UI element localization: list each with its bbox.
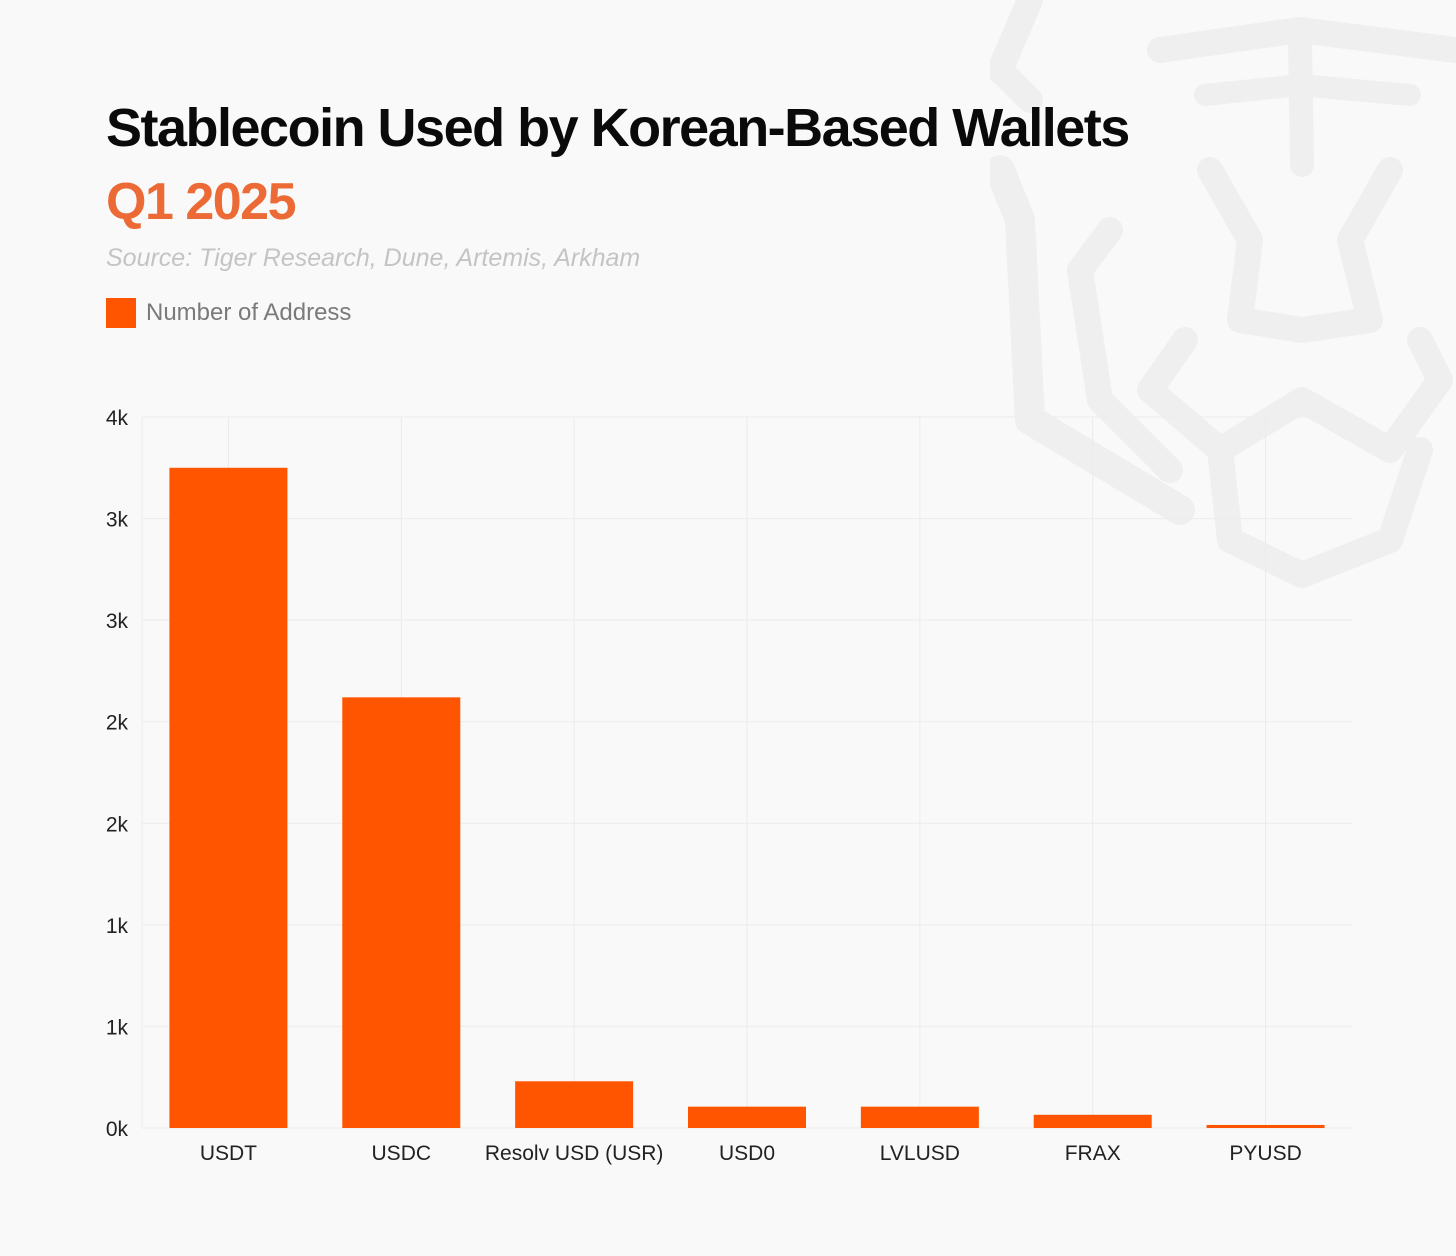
y-tick-label: 3k <box>106 610 129 633</box>
y-tick-label: 1k <box>106 1016 129 1039</box>
legend: Number of Address <box>106 298 351 328</box>
bar <box>1033 1114 1152 1128</box>
tiger-logo-watermark <box>990 0 1456 588</box>
y-tick-label: 4k <box>106 407 129 430</box>
x-tick-label: FRAX <box>1065 1142 1121 1165</box>
x-tick-label: LVLUSD <box>880 1142 960 1165</box>
bar <box>860 1106 979 1128</box>
y-tick-label: 0k <box>106 1118 129 1141</box>
y-tick-label: 2k <box>106 813 129 836</box>
x-tick-label: PYUSD <box>1229 1142 1301 1165</box>
y-tick-label: 1k <box>106 915 129 938</box>
y-tick-label: 3k <box>106 509 129 532</box>
bar <box>169 467 288 1128</box>
chart-title: Stablecoin Used by Korean-Based Wallets <box>106 98 1130 158</box>
x-tick-label: Resolv USD (USR) <box>485 1142 664 1165</box>
y-tick-label: 2k <box>106 712 129 735</box>
x-tick-label: USDT <box>200 1142 257 1165</box>
bar <box>688 1106 806 1128</box>
bar <box>342 697 461 1128</box>
legend-label: Number of Address <box>146 299 352 326</box>
x-tick-label: USDC <box>372 1142 432 1165</box>
x-tick-label: USD0 <box>719 1142 775 1165</box>
bar <box>515 1081 634 1128</box>
chart-subtitle: Q1 2025 <box>106 173 297 231</box>
legend-swatch <box>106 298 136 328</box>
source-note: Source: Tiger Research, Dune, Artemis, A… <box>106 244 641 272</box>
bar <box>1206 1124 1325 1128</box>
